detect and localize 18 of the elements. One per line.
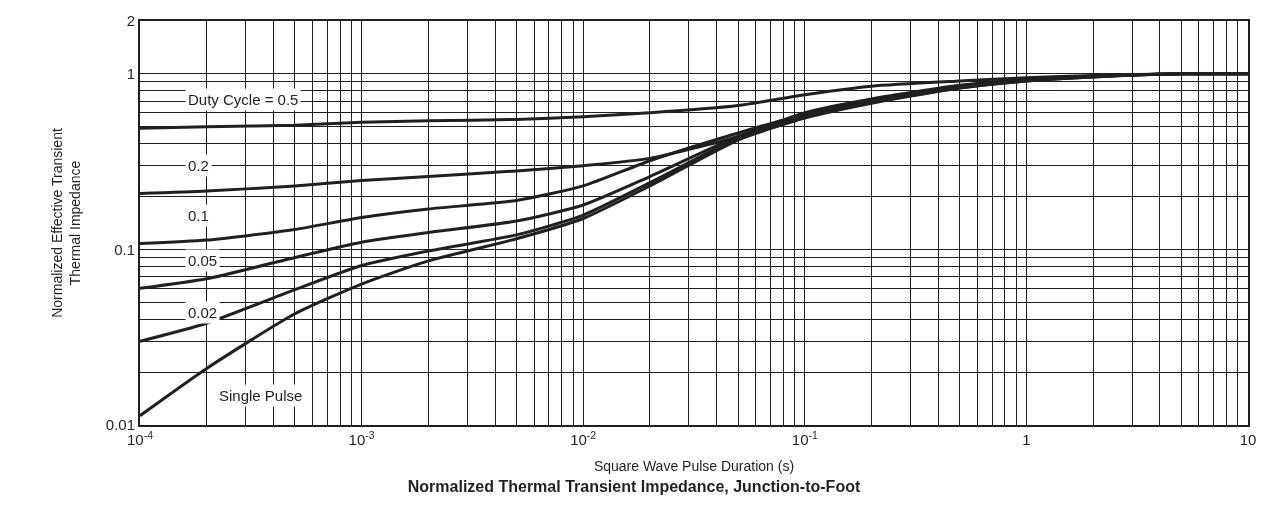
y-tick-label: 2 — [126, 12, 135, 30]
y-tick-label: 0.01 — [105, 416, 135, 434]
x-axis-title: Square Wave Pulse Duration (s) — [593, 457, 795, 474]
series-label: 0.2 — [188, 157, 209, 174]
series-label: Single Pulse — [219, 387, 303, 404]
series-label: 0.02 — [188, 304, 218, 321]
x-tick-label: 10$^{-2}$ — [570, 428, 597, 448]
x-tick-label: 10 — [1239, 431, 1257, 448]
text: Normalized Thermal Transient Impedance, Junction-to-Foot — [407, 477, 861, 495]
x-tick-label: 10$^{-3}$ — [348, 428, 375, 448]
series-label: Duty Cycle = 0.5 — [188, 91, 299, 108]
x-tick-label: 1 — [1022, 431, 1031, 448]
y-axis-title: Normalized Effective Transient Thermal Impedance — [48, 128, 83, 318]
y-tick-label: 1 — [126, 65, 135, 83]
y-tick-label: 0.1 — [114, 240, 135, 258]
series-label: 0.05 — [188, 252, 218, 269]
x-tick-label: 10$^{-1}$ — [791, 428, 818, 448]
series-label: 0.1 — [188, 207, 209, 224]
